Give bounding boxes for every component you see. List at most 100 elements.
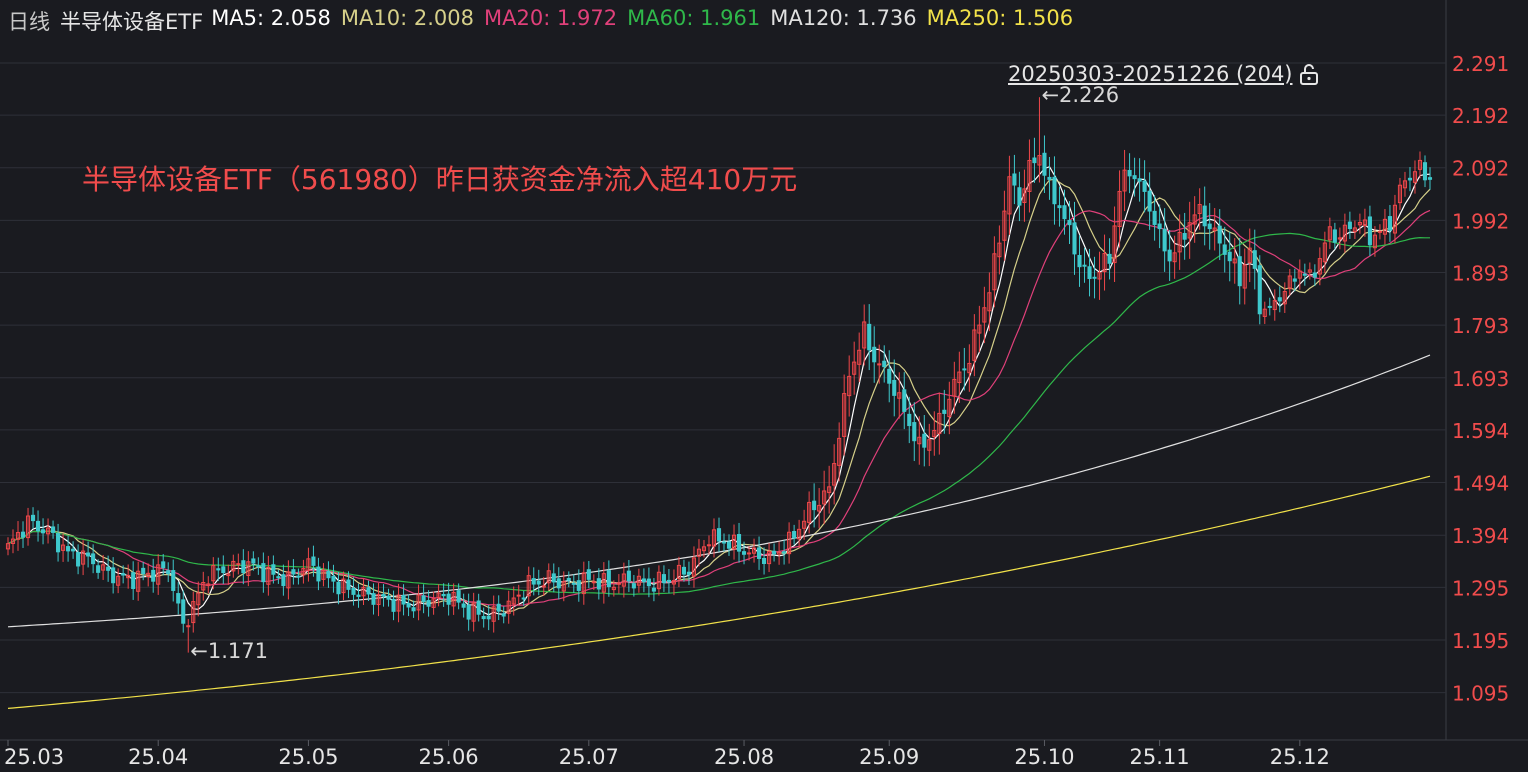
- candle-up: [746, 552, 752, 555]
- candle-up: [1212, 227, 1217, 231]
- candle-up: [1272, 300, 1277, 311]
- candle-down: [1407, 177, 1413, 181]
- candle-down: [1252, 250, 1257, 269]
- candle-down: [681, 566, 687, 575]
- candle-up: [847, 375, 852, 397]
- candle-down: [882, 360, 887, 368]
- candle-up: [1382, 218, 1387, 235]
- candle-up: [862, 321, 867, 349]
- candle-up: [376, 594, 381, 606]
- candle-up: [611, 586, 616, 591]
- candle-down: [1207, 223, 1212, 230]
- candle-up: [246, 561, 251, 576]
- candle-down: [1147, 190, 1152, 212]
- candle-up: [1352, 227, 1357, 233]
- candle-down: [496, 603, 501, 612]
- candle-down: [161, 561, 166, 569]
- grid: [0, 0, 1528, 741]
- candle-down: [421, 595, 426, 603]
- candle-down: [1032, 157, 1037, 164]
- candle-up: [5, 543, 11, 550]
- candle-down: [812, 500, 817, 511]
- ma5-value: 2.058: [270, 6, 331, 30]
- candle-up: [491, 606, 496, 622]
- candle-down: [686, 571, 692, 575]
- date-range[interactable]: 20250303-20251226 (204): [1008, 62, 1319, 86]
- candle-down: [366, 587, 371, 595]
- candle-up: [186, 625, 191, 628]
- ma10-label: MA10:: [340, 6, 414, 30]
- candle-up: [927, 439, 932, 451]
- candle-up: [1342, 224, 1347, 242]
- candle-down: [782, 551, 787, 554]
- candle-down: [762, 557, 767, 564]
- candle-down: [551, 573, 556, 583]
- ma120-legend[interactable]: MA120: 1.736: [770, 6, 916, 32]
- candle-down: [371, 593, 376, 605]
- candle-up: [1402, 180, 1408, 189]
- candle-up: [787, 531, 792, 555]
- x-tick-label: 25.08: [714, 745, 774, 769]
- candle-up: [1362, 219, 1367, 227]
- candle-up: [857, 349, 862, 365]
- candle-down: [486, 615, 491, 620]
- y-tick-label: 1.893: [1452, 261, 1509, 285]
- ma250-legend[interactable]: MA250: 1.506: [927, 6, 1073, 32]
- candle-up: [1247, 247, 1252, 263]
- ma5-legend[interactable]: MA5: 2.058: [211, 6, 331, 32]
- candle-down: [757, 547, 762, 559]
- candle-down: [171, 570, 176, 591]
- candle-down: [111, 567, 116, 584]
- candles: [5, 97, 1433, 653]
- candle-down: [56, 533, 61, 553]
- candle-up: [1027, 159, 1032, 192]
- candle-down: [626, 570, 631, 582]
- x-tick-label: 25.10: [1014, 745, 1074, 769]
- ma60-value: 1.961: [700, 6, 761, 30]
- candle-up: [156, 564, 161, 585]
- y-tick-label: 1.195: [1452, 629, 1509, 653]
- unlock-icon[interactable]: [1299, 63, 1319, 85]
- candle-up: [581, 572, 586, 595]
- candle-up: [511, 597, 516, 605]
- y-tick-label: 2.291: [1452, 52, 1509, 76]
- ma20-legend[interactable]: MA20: 1.972: [484, 6, 617, 32]
- ma10-legend[interactable]: MA10: 2.008: [341, 6, 474, 32]
- candle-down: [441, 593, 446, 597]
- candle-down: [1077, 254, 1082, 268]
- candle-up: [1372, 234, 1377, 249]
- candle-down: [646, 578, 651, 587]
- candle-up: [451, 591, 456, 607]
- candle-down: [907, 413, 912, 427]
- candle-down: [346, 579, 351, 590]
- candle-down: [336, 581, 341, 595]
- candle-up: [25, 515, 31, 539]
- date-range-label: 20250303-20251226 (204): [1008, 62, 1293, 86]
- candle-down: [1217, 225, 1222, 244]
- candle-up: [601, 573, 606, 593]
- candle-down: [1182, 233, 1187, 240]
- candle-down: [271, 564, 276, 575]
- low-price-arrow: ←: [190, 638, 208, 663]
- candle-down: [1052, 176, 1057, 205]
- candle-down: [296, 575, 301, 578]
- candle-up: [1197, 204, 1202, 214]
- candle-up: [341, 578, 346, 594]
- candle-up: [81, 550, 86, 565]
- candle-up: [136, 570, 141, 592]
- candle-down: [151, 569, 156, 582]
- candle-up: [526, 575, 531, 597]
- candle-down: [556, 578, 561, 589]
- candle-down: [261, 563, 266, 583]
- candle-down: [741, 551, 747, 555]
- candle-down: [76, 552, 81, 567]
- candle-down: [1132, 175, 1137, 180]
- candle-up: [1187, 222, 1192, 239]
- candle-up: [947, 398, 952, 418]
- ma60-legend[interactable]: MA60: 1.961: [627, 6, 760, 32]
- period-label[interactable]: 日线: [8, 10, 50, 34]
- candle-up: [1097, 272, 1102, 280]
- candle-down: [291, 569, 296, 575]
- candle-up: [116, 575, 121, 586]
